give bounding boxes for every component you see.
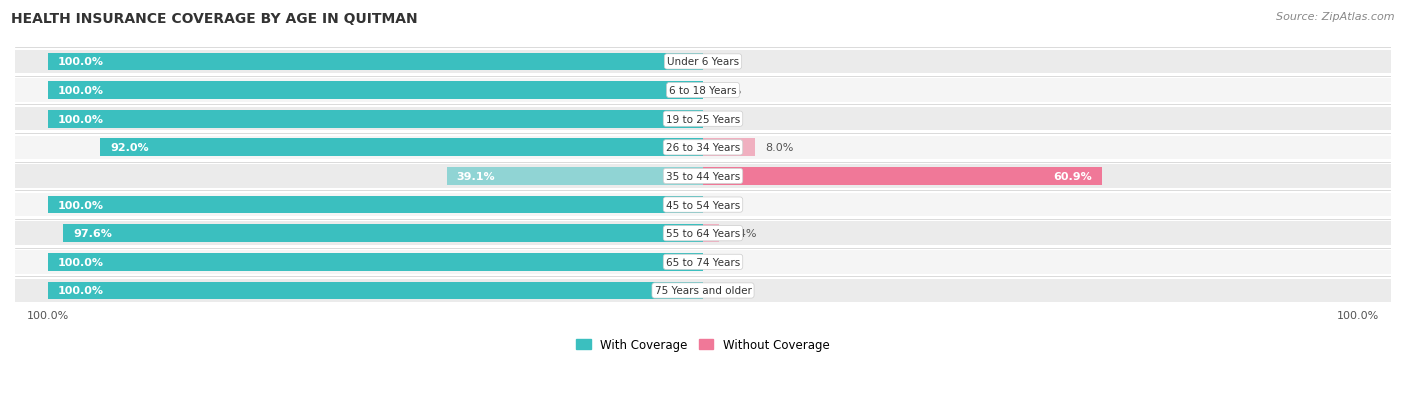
- Bar: [15, 193, 1391, 217]
- Text: Source: ZipAtlas.com: Source: ZipAtlas.com: [1277, 12, 1395, 22]
- Bar: [48, 253, 703, 271]
- Text: 0.0%: 0.0%: [713, 200, 741, 210]
- Text: 0.0%: 0.0%: [713, 257, 741, 267]
- Text: 100.0%: 100.0%: [58, 57, 104, 67]
- Bar: [447, 168, 703, 185]
- Bar: [703, 139, 755, 157]
- Text: 100.0%: 100.0%: [58, 86, 104, 96]
- Bar: [15, 108, 1391, 131]
- Bar: [48, 82, 703, 100]
- Bar: [703, 168, 1102, 185]
- Bar: [15, 222, 1391, 245]
- Bar: [15, 279, 1391, 302]
- Bar: [100, 139, 703, 157]
- Bar: [48, 282, 703, 299]
- Bar: [15, 136, 1391, 160]
- Text: 0.0%: 0.0%: [713, 114, 741, 124]
- Text: 0.0%: 0.0%: [713, 286, 741, 296]
- Bar: [63, 225, 703, 242]
- Bar: [48, 196, 703, 214]
- Text: 2.4%: 2.4%: [728, 229, 756, 239]
- Text: 55 to 64 Years: 55 to 64 Years: [666, 229, 740, 239]
- Legend: With Coverage, Without Coverage: With Coverage, Without Coverage: [572, 333, 834, 356]
- Bar: [15, 50, 1391, 74]
- Text: 39.1%: 39.1%: [457, 171, 495, 182]
- Text: 45 to 54 Years: 45 to 54 Years: [666, 200, 740, 210]
- Bar: [15, 165, 1391, 188]
- Text: 97.6%: 97.6%: [73, 229, 112, 239]
- Text: 100.0%: 100.0%: [58, 257, 104, 267]
- Bar: [15, 251, 1391, 274]
- Text: 6 to 18 Years: 6 to 18 Years: [669, 86, 737, 96]
- Text: 100.0%: 100.0%: [58, 286, 104, 296]
- Text: Under 6 Years: Under 6 Years: [666, 57, 740, 67]
- Bar: [48, 53, 703, 71]
- Bar: [48, 111, 703, 128]
- Text: 75 Years and older: 75 Years and older: [655, 286, 751, 296]
- Bar: [15, 79, 1391, 102]
- Text: 8.0%: 8.0%: [765, 143, 793, 153]
- Text: 19 to 25 Years: 19 to 25 Years: [666, 114, 740, 124]
- Text: 60.9%: 60.9%: [1053, 171, 1092, 182]
- Text: 100.0%: 100.0%: [58, 200, 104, 210]
- Text: HEALTH INSURANCE COVERAGE BY AGE IN QUITMAN: HEALTH INSURANCE COVERAGE BY AGE IN QUIT…: [11, 12, 418, 26]
- Text: 65 to 74 Years: 65 to 74 Years: [666, 257, 740, 267]
- Text: 100.0%: 100.0%: [58, 114, 104, 124]
- Text: 35 to 44 Years: 35 to 44 Years: [666, 171, 740, 182]
- Text: 0.0%: 0.0%: [713, 86, 741, 96]
- Text: 26 to 34 Years: 26 to 34 Years: [666, 143, 740, 153]
- Text: 0.0%: 0.0%: [713, 57, 741, 67]
- Bar: [703, 225, 718, 242]
- Text: 92.0%: 92.0%: [110, 143, 149, 153]
